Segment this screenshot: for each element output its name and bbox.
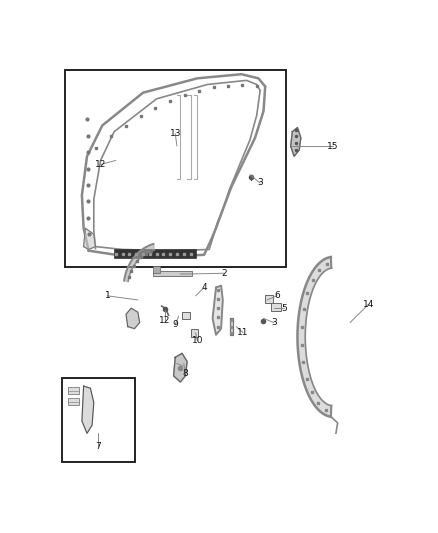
Text: 14: 14 <box>363 300 374 309</box>
Bar <box>67 398 78 406</box>
Bar <box>67 387 78 394</box>
Text: 11: 11 <box>237 328 249 337</box>
Bar <box>153 266 160 273</box>
Text: 9: 9 <box>173 320 178 329</box>
Polygon shape <box>82 386 94 433</box>
Bar <box>265 295 273 303</box>
Text: 12: 12 <box>95 160 106 169</box>
Text: 8: 8 <box>183 369 188 378</box>
Bar <box>153 271 192 276</box>
Bar <box>191 329 198 337</box>
Text: 10: 10 <box>191 336 203 345</box>
Bar <box>271 303 281 311</box>
Text: 2: 2 <box>222 269 227 278</box>
Polygon shape <box>126 308 140 329</box>
Text: 3: 3 <box>271 318 276 327</box>
Polygon shape <box>291 127 301 156</box>
Polygon shape <box>212 286 223 335</box>
Text: 5: 5 <box>281 304 287 313</box>
Text: 6: 6 <box>274 292 280 300</box>
Text: 3: 3 <box>257 179 263 188</box>
Polygon shape <box>84 228 95 249</box>
Bar <box>182 312 190 319</box>
Polygon shape <box>124 244 155 281</box>
Text: 1: 1 <box>105 292 110 300</box>
Polygon shape <box>173 353 187 382</box>
Polygon shape <box>297 257 332 417</box>
Bar <box>65 70 286 267</box>
Bar <box>114 249 196 258</box>
Text: 4: 4 <box>201 283 207 292</box>
Text: 13: 13 <box>170 129 181 138</box>
Polygon shape <box>230 318 233 335</box>
Text: 12: 12 <box>159 316 171 325</box>
Text: 15: 15 <box>327 142 339 150</box>
Text: 7: 7 <box>95 442 101 451</box>
Bar <box>61 378 134 462</box>
